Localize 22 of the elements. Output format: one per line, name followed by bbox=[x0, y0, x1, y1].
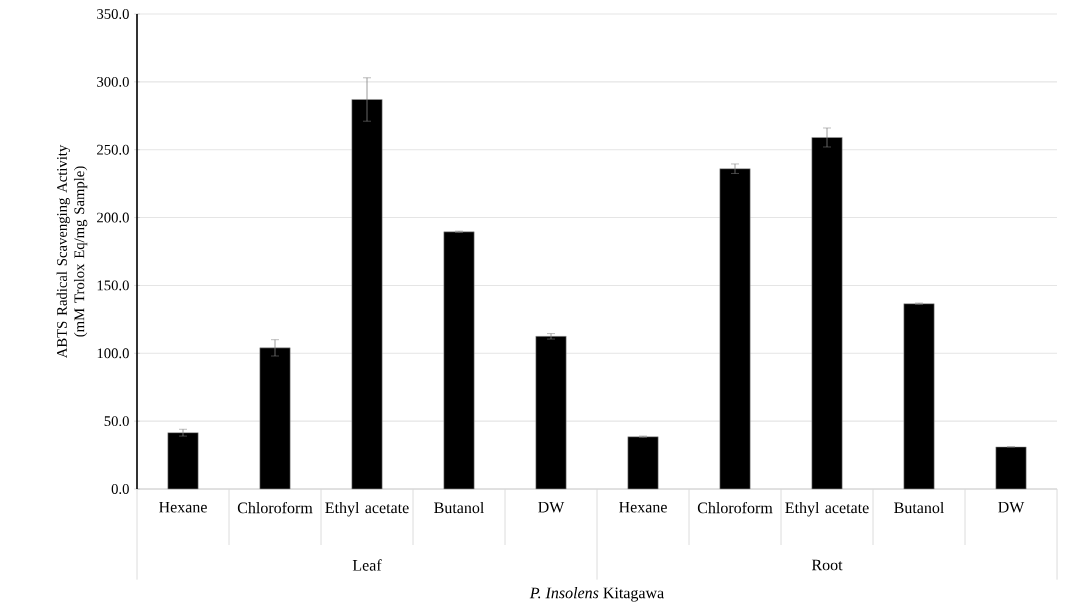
text: Root bbox=[811, 559, 843, 571]
x-tick-label: DW bbox=[998, 501, 1025, 513]
y-axis-title: ABTS Radical Scavenging Activity (mM Trolox Eq/mg Sample) bbox=[56, 144, 88, 359]
y-tick-label: 250.0 bbox=[97, 144, 129, 155]
y-tick-label: 300.0 bbox=[97, 76, 129, 87]
y-tick-label: 50.0 bbox=[104, 416, 129, 427]
y-tick-label: 150.0 bbox=[97, 280, 129, 291]
x-axis-title: P. Insolens Kitagawa bbox=[529, 587, 664, 602]
x-tick-label: Ethyl acetate bbox=[785, 501, 869, 517]
y-tick-label: 200.0 bbox=[97, 212, 129, 223]
text: Leaf bbox=[352, 559, 382, 571]
x-tick-label: DW bbox=[538, 501, 565, 513]
y-tick-label: 0.0 bbox=[111, 484, 129, 494]
x-tick-label: Ethyl acetate bbox=[325, 501, 409, 517]
x-tick-label: Butanol bbox=[894, 501, 945, 514]
x-tick-label: Butanol bbox=[434, 501, 485, 514]
y-tick-label: 350.0 bbox=[97, 9, 129, 19]
x-tick-label: Chloroform bbox=[237, 501, 313, 514]
x-tick-label: Chloroform bbox=[697, 501, 773, 514]
x-tick-label: Hexane bbox=[159, 501, 207, 513]
y-tick-label: 100.0 bbox=[97, 348, 129, 359]
x-tick-label: Hexane bbox=[619, 501, 667, 513]
